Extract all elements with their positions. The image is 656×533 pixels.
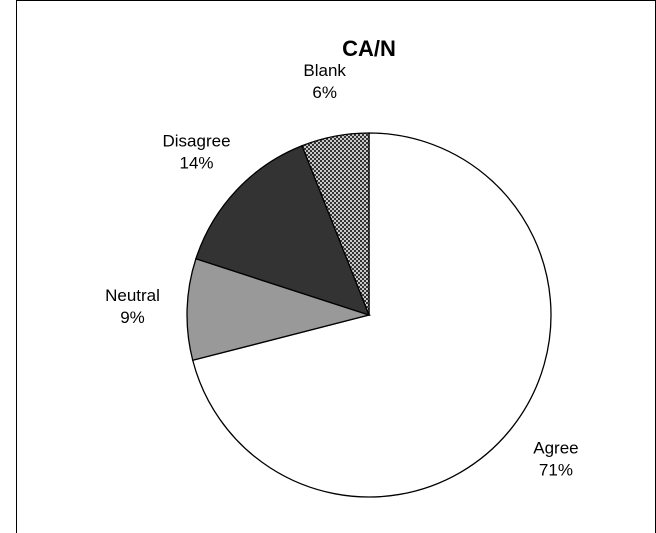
slice-label: Disagree <box>163 132 231 151</box>
chart-title: CA/N <box>342 36 396 61</box>
slice-label: Agree <box>533 438 578 457</box>
slice-value-label: 14% <box>180 154 214 173</box>
slice-value-label: 71% <box>539 460 573 479</box>
slice-label: Blank <box>303 61 346 80</box>
pie-slice <box>301 132 370 316</box>
slice-value-label: 6% <box>312 83 337 102</box>
pie-slice <box>195 144 371 317</box>
slice-label: Neutral <box>105 286 160 305</box>
pie-slice <box>191 132 552 498</box>
pie-slice <box>186 257 372 362</box>
slice-value-label: 9% <box>120 308 145 327</box>
